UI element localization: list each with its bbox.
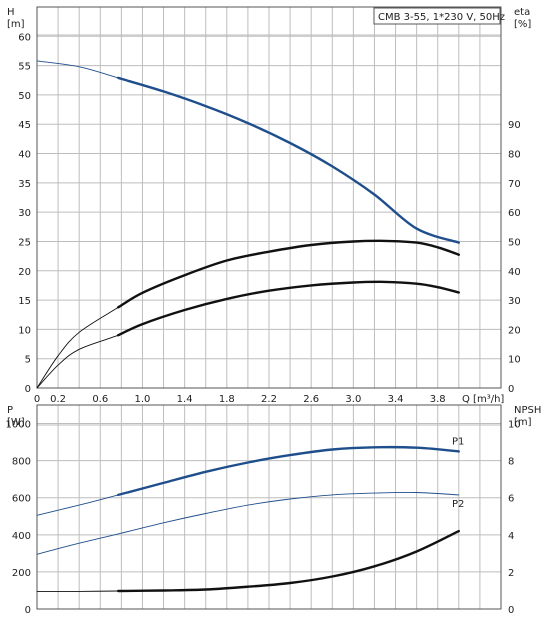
right-tick-label: 40 [508, 267, 521, 278]
right-axis-label: NPSH [514, 405, 541, 416]
right-tick-label: 10 [508, 420, 521, 431]
x-tick-label: 2.6 [303, 394, 319, 405]
plot-frame [36, 404, 502, 610]
x-tick-label: 0.2 [50, 394, 66, 405]
left-tick-label: 5 [25, 355, 31, 366]
right-axis-unit: [m] [514, 417, 532, 428]
left-tick-label: 35 [18, 179, 31, 190]
left-tick-label: 800 [12, 457, 31, 468]
left-tick-label: 15 [18, 296, 31, 307]
right-tick-label: 70 [508, 179, 521, 190]
right-axis-label: eta [514, 7, 530, 18]
left-tick-label: 45 [18, 120, 31, 131]
right-tick-label: 8 [508, 457, 514, 468]
x-tick-label: 1.4 [177, 394, 193, 405]
p1-operating-range [117, 445, 460, 497]
left-tick-label: 0 [25, 384, 31, 395]
x-tick-label: 3.8 [430, 394, 446, 405]
left-tick-label: 20 [18, 267, 31, 278]
left-tick-label: 1000 [6, 420, 31, 431]
left-tick-label: 10 [18, 325, 31, 336]
x-tick-label: 0.6 [92, 394, 108, 405]
left-tick-label: 200 [12, 568, 31, 579]
right-tick-label: 0 [508, 605, 514, 616]
power-npsh-panel: P[W] 0 200 400 600 800 1000 NPSH[m] 0 2 4 6 8 10 P1 P2 [6, 404, 541, 616]
series-label-p1: P1 [452, 436, 464, 447]
left-tick-label: 25 [18, 237, 31, 248]
left-tick-label: 0 [25, 605, 31, 616]
x-tick-label: 2.2 [261, 394, 277, 405]
series-2-operating-range [117, 529, 460, 593]
right-tick-label: 4 [508, 531, 514, 542]
x-tick-label: 1.8 [219, 394, 235, 405]
series-label-p2: P2 [452, 499, 464, 510]
left-tick-label: 60 [18, 32, 31, 43]
x-tick-label: 3.0 [345, 394, 361, 405]
right-axis-unit: [%] [514, 19, 531, 30]
right-tick-label: 30 [508, 296, 521, 307]
p2-curve [36, 491, 460, 555]
x-tick-label: 0 [34, 394, 40, 405]
x-axis-label: Q [m³/h] [462, 394, 504, 405]
right-tick-label: 10 [508, 355, 521, 366]
right-tick-label: 6 [508, 494, 514, 505]
right-tick-label: 2 [508, 568, 514, 579]
left-axis-unit: [m] [7, 19, 25, 30]
series-2-operating-range [117, 280, 460, 337]
right-tick-label: 90 [508, 120, 521, 131]
chart-title: CMB 3-55, 1*230 V, 50Hz [378, 12, 505, 23]
right-tick-label: 0 [508, 384, 514, 395]
series-0-operating-range [117, 76, 460, 244]
x-tick-label: 1.0 [135, 394, 151, 405]
left-axis-label: P [7, 405, 13, 416]
left-tick-label: 400 [12, 531, 31, 542]
head-efficiency-panel: H[m] 0 5 10 15 20 25 30 35 40 45 50 55 60 eta[%] 0 10 20 3… [7, 6, 531, 405]
title-box [373, 7, 501, 25]
left-axis-unit: [W] [7, 417, 25, 428]
right-tick-label: 20 [508, 325, 521, 336]
left-tick-label: 40 [18, 150, 31, 161]
plot-frame [36, 6, 502, 389]
series-1-operating-range [117, 239, 460, 309]
x-tick-label: 3.4 [388, 394, 404, 405]
right-tick-label: 50 [508, 237, 521, 248]
left-tick-label: 30 [18, 208, 31, 219]
right-tick-label: 80 [508, 150, 521, 161]
right-tick-label: 60 [508, 208, 521, 219]
left-tick-label: 55 [18, 62, 31, 73]
left-axis-label: H [7, 7, 15, 18]
left-tick-label: 50 [18, 91, 31, 102]
left-tick-label: 600 [12, 494, 31, 505]
